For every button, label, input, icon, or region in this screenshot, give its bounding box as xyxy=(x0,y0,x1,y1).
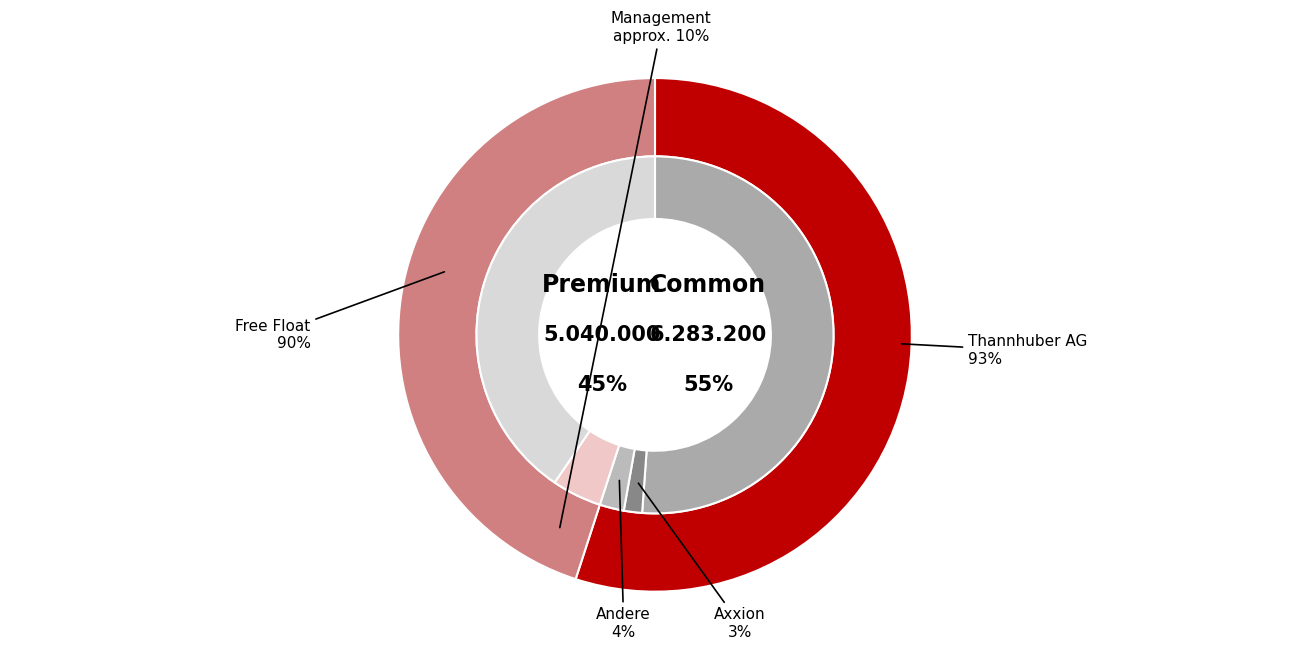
Text: 5.040.000: 5.040.000 xyxy=(544,325,660,345)
Text: Common: Common xyxy=(650,272,766,297)
Text: Free Float
90%: Free Float 90% xyxy=(236,272,444,351)
Wedge shape xyxy=(575,78,912,591)
Text: Management
approx. 10%: Management approx. 10% xyxy=(559,11,711,528)
Text: 6.283.200: 6.283.200 xyxy=(650,325,766,345)
Text: 55%: 55% xyxy=(684,375,734,395)
Wedge shape xyxy=(642,157,833,514)
Wedge shape xyxy=(554,431,620,504)
Text: Axxion
3%: Axxion 3% xyxy=(638,483,765,640)
Text: 45%: 45% xyxy=(576,375,626,395)
Wedge shape xyxy=(600,445,635,511)
Text: Andere
4%: Andere 4% xyxy=(596,481,651,640)
Text: Thannhuber AG
93%: Thannhuber AG 93% xyxy=(901,334,1087,367)
Wedge shape xyxy=(624,449,647,513)
Text: Premium: Premium xyxy=(542,272,662,297)
Wedge shape xyxy=(477,157,655,483)
Wedge shape xyxy=(398,78,655,579)
